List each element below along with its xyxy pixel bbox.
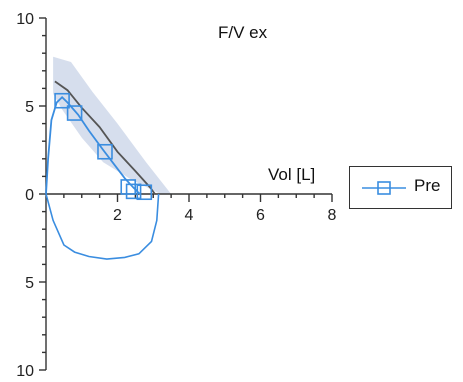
pre-marker (136, 184, 153, 201)
legend: Pre (349, 166, 452, 209)
labels-layer: 10 5 0 5 10 2 4 6 8 (16, 11, 336, 380)
y-tick-label: 0 (25, 187, 34, 204)
predicted-band-layer (53, 56, 172, 195)
pre-marker (120, 179, 137, 195)
legend-swatch-pre (362, 181, 406, 195)
series-layer (45, 80, 160, 260)
pre-expiratory-line (45, 95, 142, 195)
pre-inspiratory-line (45, 193, 160, 260)
x-tick-label: 8 (328, 207, 337, 224)
y-tick-label: 10 (16, 363, 34, 380)
pre-marker (54, 92, 70, 109)
predicted-band (53, 56, 172, 195)
y-tick-label: 10 (16, 11, 34, 28)
x-tick-label: 4 (185, 207, 194, 224)
pre-marker (66, 105, 83, 121)
y-tick-label: 5 (25, 275, 34, 292)
x-tick-label: 6 (256, 207, 265, 224)
x-tick-label: 2 (113, 207, 122, 224)
x-axis-label: Vol [L] (268, 165, 315, 184)
y-tick-label: 5 (25, 99, 34, 116)
pre-marker (125, 183, 142, 200)
chart-title: F/V ex (218, 23, 268, 42)
pre-marker (97, 143, 113, 160)
axes-layer (39, 17, 333, 371)
legend-label-pre: Pre (414, 176, 441, 195)
